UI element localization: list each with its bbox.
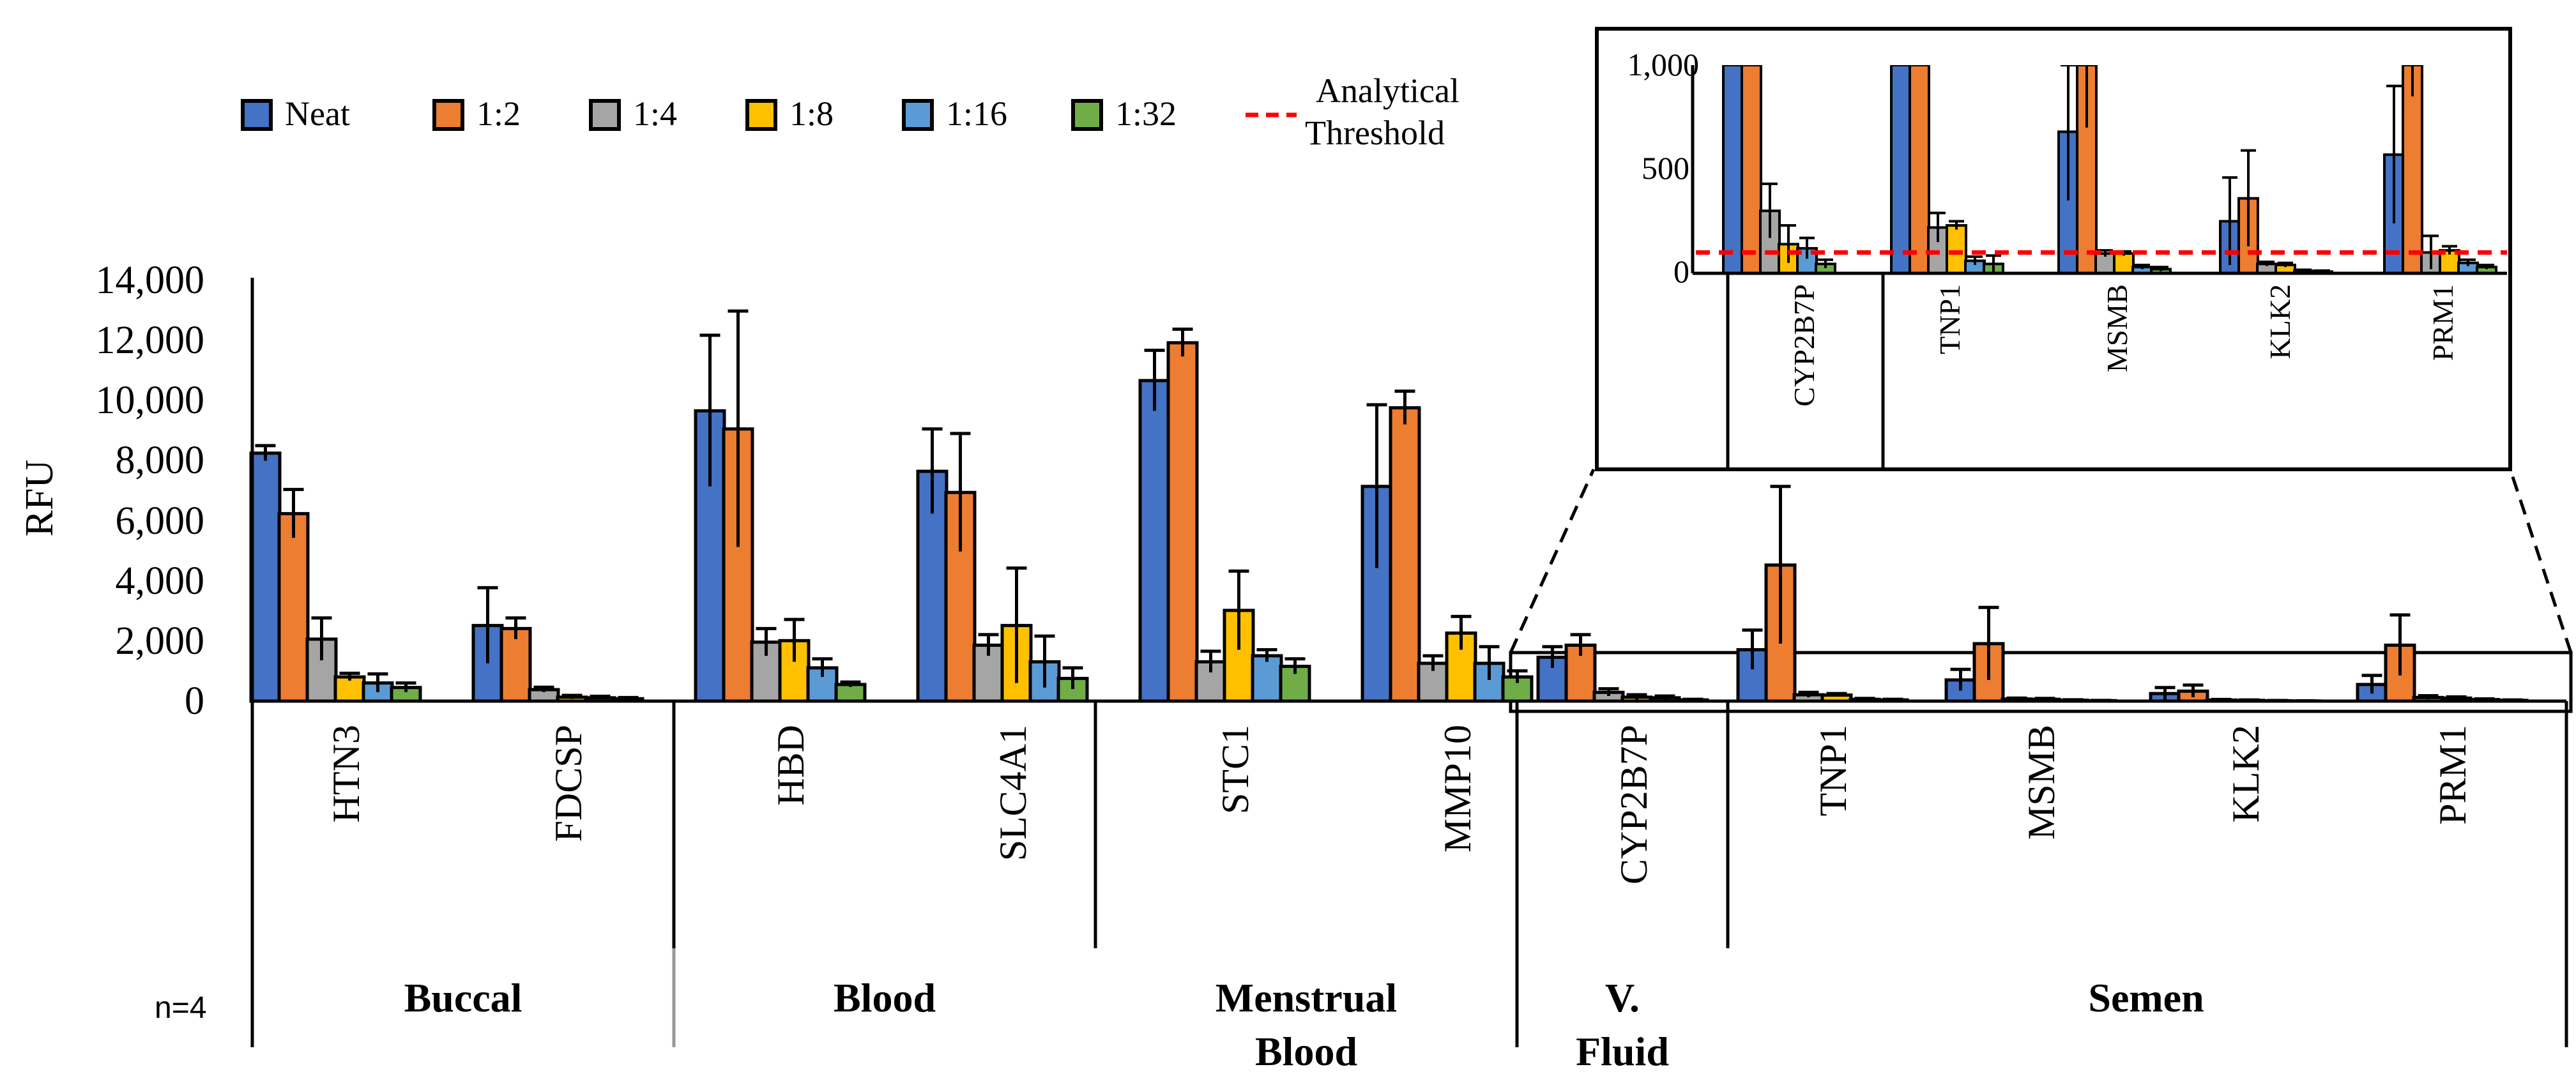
y-tick-label-6000: 6,000: [116, 499, 205, 543]
legend-label-1-2: 1:2: [476, 95, 521, 133]
inset-y-tick-0: 0: [1673, 254, 1689, 289]
inset-category-tnp1: TNP1: [1933, 284, 1966, 354]
legend-label-1-32: 1:32: [1115, 95, 1177, 133]
category-label-fdcsp: FDCSP: [547, 725, 590, 842]
legend-item-neat: Neat: [241, 95, 350, 133]
bar-fdcsp-1-2: [499, 626, 532, 703]
y-tick-label-4000: 4,000: [116, 559, 205, 603]
category-label-htn3: HTN3: [325, 725, 367, 822]
inset-bar-tnp1-1-8: [1946, 224, 1967, 275]
category-labels: HTN3 FDCSP HBD SLC4A1 STC1 MMP10 CYP2B7P…: [325, 725, 2474, 884]
category-label-slc4a1: SLC4A1: [992, 725, 1034, 861]
y-tick-label-2000: 2,000: [116, 619, 205, 663]
y-tick-label-10000: 10,000: [96, 379, 205, 422]
y-axis-title: RFU: [18, 460, 61, 537]
inset-plot-area: [1722, 65, 2497, 275]
legend-item-1-4: 1:4: [589, 95, 677, 133]
legend-item-1-16: 1:16: [902, 95, 1007, 133]
legend-swatch-1-32: [1071, 99, 1103, 131]
sample-size-note: n=4: [155, 991, 206, 1025]
category-label-hbd: HBD: [770, 725, 812, 806]
y-tick-label-12000: 12,000: [96, 319, 205, 362]
group-label-blood: Blood: [834, 975, 936, 1020]
y-tick-label-0: 0: [185, 679, 204, 723]
category-label-cyp2b7p: CYP2B7P: [1613, 725, 1655, 884]
inset-category-msmb: MSMB: [2101, 284, 2133, 372]
bar-htn3-1-2: [277, 511, 310, 703]
bar-htn3-neat: [249, 451, 282, 703]
legend-swatch-1-4: [589, 99, 621, 131]
legend-swatch-neat: [241, 99, 273, 131]
inset-category-cyp2b7p: CYP2B7P: [1788, 284, 1820, 407]
zoom-connector-left: [1509, 468, 1596, 654]
group-label-buccal: Buccal: [404, 975, 522, 1020]
legend-item-1-32: 1:32: [1071, 95, 1177, 133]
bar-stc1-1-2: [1166, 341, 1199, 703]
legend-item-1-2: 1:2: [432, 95, 521, 133]
inset-bar-cyp2b7p-neat: [1722, 65, 1744, 275]
y-tick-label-8000: 8,000: [116, 439, 205, 482]
legend-item-1-8: 1:8: [745, 95, 834, 133]
legend-swatch-1-8: [745, 99, 777, 131]
group-label-menstrual-line1: Menstrual: [1216, 975, 1397, 1020]
group-labels: Buccal Blood Menstrual Blood V. Fluid Se…: [404, 975, 2204, 1074]
inset-y-tick-500: 500: [1642, 150, 1689, 186]
bar-stc1-neat: [1138, 379, 1171, 703]
bar-stc1-1-16: [1251, 654, 1283, 703]
inset-bar-tnp1-neat: [1890, 65, 1912, 275]
legend-label-1-4: 1:4: [633, 95, 677, 133]
legend-label-1-8: 1:8: [789, 95, 834, 133]
group-label-vfluid-line1: V.: [1605, 975, 1640, 1020]
category-label-mmp10: MMP10: [1437, 725, 1479, 852]
category-label-klk2: KLK2: [2225, 725, 2267, 822]
bar-hbd-1-32: [834, 683, 867, 703]
group-label-semen: Semen: [2088, 975, 2204, 1020]
zoom-connector-right: [2508, 469, 2573, 653]
main-chart-frame: RFU 0 2,000 4,000 6,000 8,000 10,000 12,…: [18, 259, 204, 723]
inset-bar-cyp2b7p-1-2: [1741, 65, 1762, 275]
legend-label-neat: Neat: [285, 95, 350, 133]
bar-mmp10-1-2: [1389, 406, 1421, 703]
inset-bar-tnp1-1-2: [1909, 65, 1930, 275]
legend-swatch-1-16: [902, 99, 934, 131]
inset-y-tick-1000: 1,000: [1627, 47, 1700, 82]
category-label-tnp1: TNP1: [1812, 725, 1854, 816]
legend-threshold-label-line1: Analytical: [1316, 72, 1459, 110]
y-tick-label-14000: 14,000: [96, 259, 205, 302]
legend-threshold-label-line2: Threshold: [1305, 114, 1445, 152]
category-label-stc1: STC1: [1214, 725, 1256, 814]
inset-bars-layer: [1691, 65, 2507, 275]
group-label-vfluid-line2: Fluid: [1576, 1029, 1669, 1074]
category-label-prm1: PRM1: [2432, 725, 2474, 825]
legend-item-threshold: Analytical Threshold: [1246, 72, 1459, 152]
inset-category-klk2: KLK2: [2264, 284, 2296, 360]
legend: Neat 1:2 1:4 1:8 1:16 1:32 Analytical Th…: [241, 72, 1459, 152]
category-label-msmb: MSMB: [2020, 725, 2062, 840]
main-bars-layer: [249, 278, 2566, 703]
legend-label-1-16: 1:16: [946, 95, 1007, 133]
group-separators: [250, 701, 2568, 1047]
bar-htn3-1-8: [333, 675, 366, 703]
inset-category-prm1: PRM1: [2427, 284, 2459, 361]
bar-mmp10-1-16: [1473, 662, 1505, 703]
inset-bar-msmb-1-8: [2113, 252, 2135, 275]
legend-swatch-1-2: [432, 99, 464, 131]
group-label-menstrual-line2: Blood: [1255, 1029, 1357, 1074]
